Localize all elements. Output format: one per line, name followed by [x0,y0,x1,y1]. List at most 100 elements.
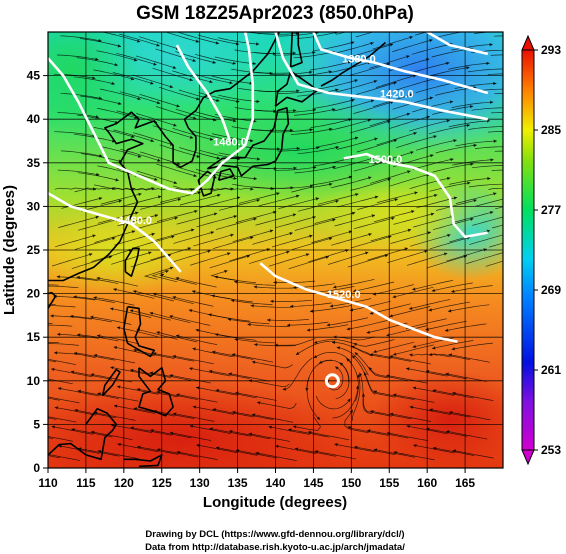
streamline [74,187,116,193]
y-tick-label: 0 [33,461,40,475]
streamline [396,135,437,149]
streamline-arrow [313,165,317,170]
streamline-arrow [332,165,336,169]
streamline [344,409,369,434]
streamline [308,249,349,263]
streamline-arrow [51,425,56,429]
streamline [315,396,351,410]
streamline [48,378,73,385]
streamline [386,432,429,442]
streamline-arrow [255,451,259,456]
streamline [96,277,138,287]
streamline [248,379,290,387]
streamline [153,410,195,420]
streamline-arrow [73,295,77,299]
streamline [274,166,317,171]
streamline-arrow [305,388,309,392]
streamline [297,89,339,97]
streamline-arrow [88,253,93,257]
streamline-arrow [253,119,257,123]
streamline-arrow [406,55,410,59]
streamline-arrow [363,372,367,376]
streamline-arrow [406,112,411,116]
streamline-arrow [247,322,251,327]
streamline-arrow [449,100,454,104]
streamline [318,359,350,383]
streamline [116,52,157,66]
contour-line [343,152,489,239]
streamline [282,357,313,390]
streamline [93,354,136,364]
streamline [493,35,503,37]
streamline-arrow [293,285,297,290]
streamline [93,69,135,80]
streamline-arrow [412,386,417,390]
height-contours [48,32,489,343]
streamline [94,412,136,421]
streamline-arrow [313,354,318,358]
streamline-arrow [370,41,374,46]
streamline [310,61,352,71]
streamline [277,147,320,152]
streamline-arrow [71,428,75,432]
streamline-arrow [389,355,393,359]
credit-line-2: Data from http://database.rish.kyoto-u.a… [145,542,405,553]
streamline-arrow [130,309,134,313]
streamline-arrow [92,76,96,80]
streamline [369,113,411,127]
streamline [212,187,254,192]
streamline-arrow [255,42,260,46]
streamline [152,67,193,81]
streamline-arrow [367,118,372,123]
streamline [156,210,198,222]
streamline-arrow [393,81,397,85]
streamline-arrow [173,412,177,416]
streamline-arrow [387,235,392,239]
streamline-arrow [133,407,138,411]
streamline [313,351,353,364]
streamline-arrow [295,194,300,198]
streamline-arrow [389,314,393,318]
streamline-arrow [12,372,15,375]
streamline [48,437,54,440]
streamline [353,101,394,115]
streamline [189,252,231,266]
colorbar-ticks: 253 261 269 277 285 293 [534,43,561,457]
streamline [405,318,447,329]
streamline [155,48,197,62]
streamline-arrow [117,101,122,106]
streamline [432,389,474,399]
streamline [432,163,474,173]
streamline [352,43,394,57]
streamline-arrow [253,176,257,181]
streamline-arrow [410,151,414,155]
streamline-arrow [156,448,161,452]
streamline-arrow [214,275,218,279]
streamline [149,312,191,324]
streamline [253,286,296,289]
streamline-arrow [328,237,333,241]
streamline-arrow [172,354,177,359]
streamline [155,106,197,120]
streamline-arrow [32,432,35,435]
streamline [195,111,237,122]
streamline [396,194,438,206]
coastline [320,41,387,87]
streamline [54,352,96,358]
streamline [96,50,138,62]
streamline-arrow [228,372,233,376]
streamline [229,248,270,262]
streamline [119,91,161,104]
streamline-arrow [373,349,377,354]
streamline [426,255,468,269]
streamline-arrow [213,212,218,216]
streamline-arrow [354,445,358,449]
colorbar: 253 261 269 277 285 293 [521,34,561,466]
streamline [347,254,389,268]
streamline-arrow [393,450,397,455]
streamline [173,413,215,422]
streamline [209,427,251,437]
streamline-arrow [78,447,82,451]
streamline [350,120,391,134]
streamline-arrow [156,331,160,335]
